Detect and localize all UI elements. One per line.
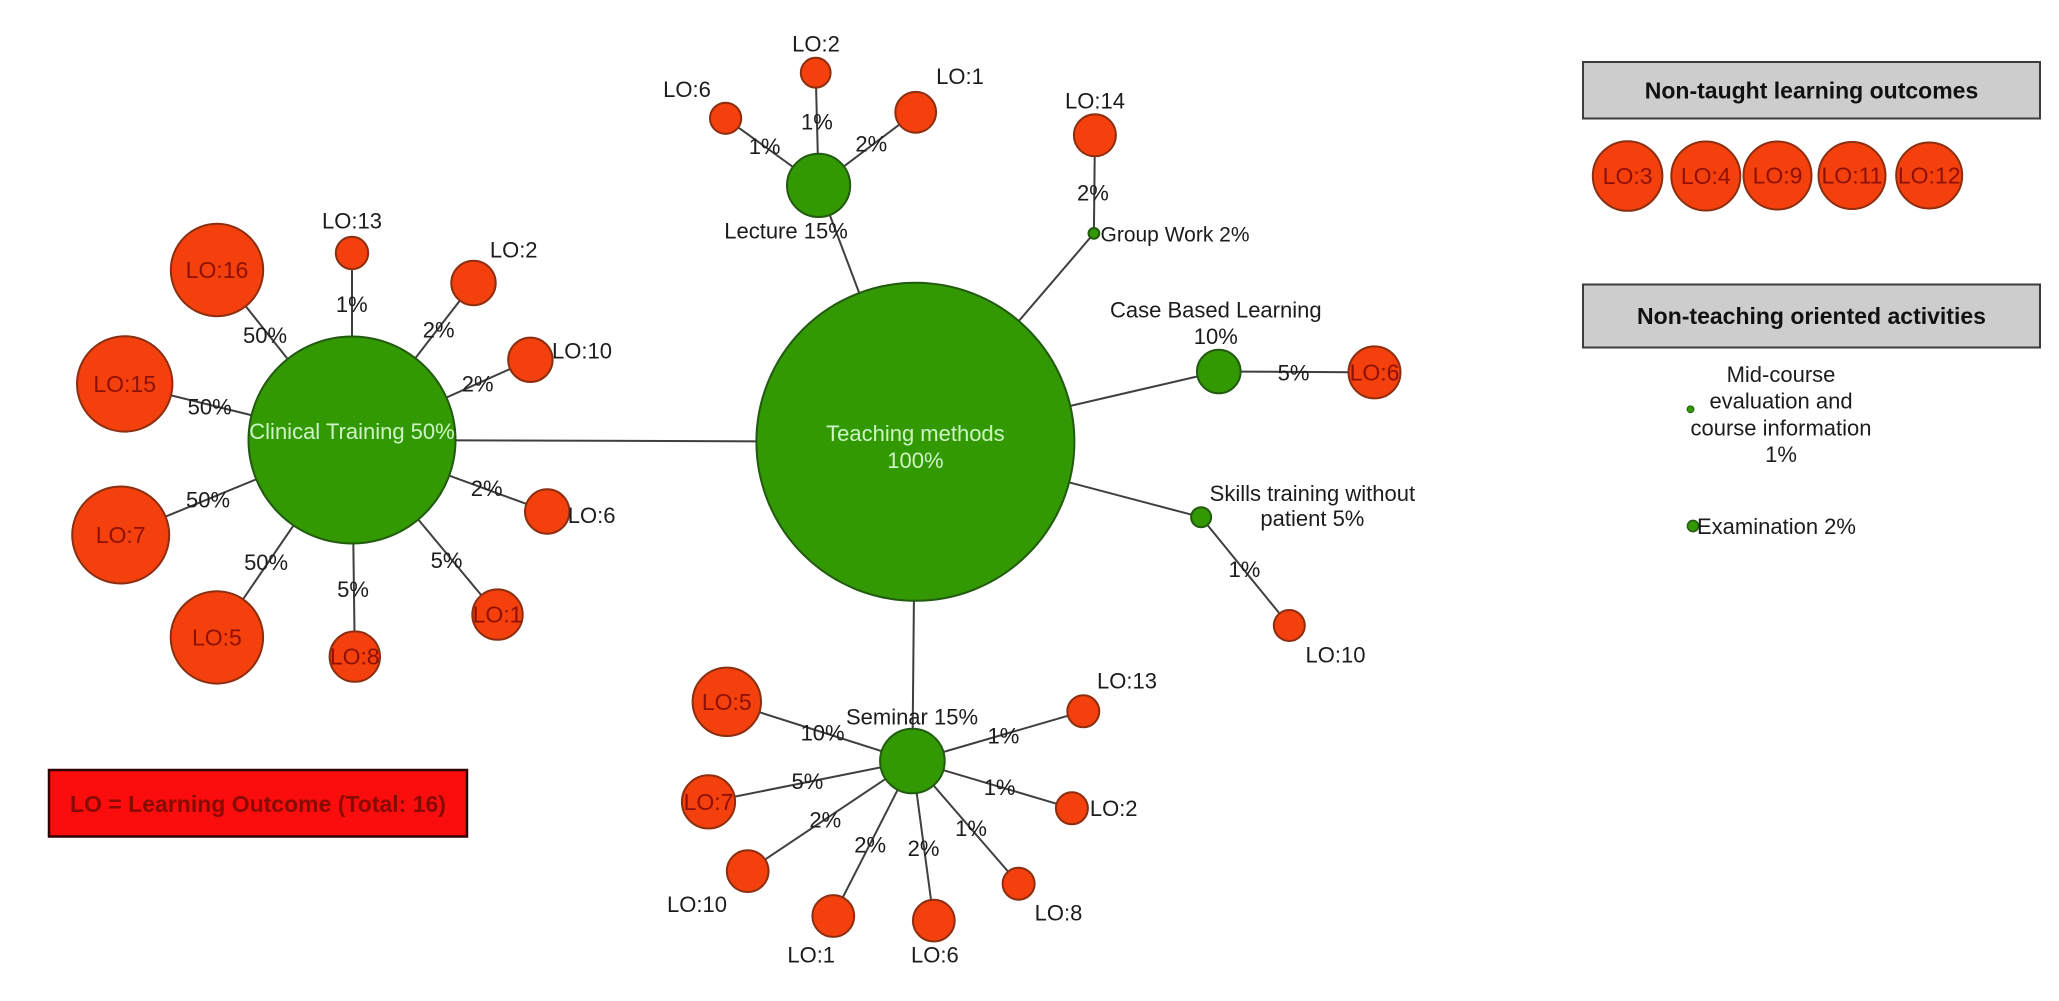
svg-text:100%: 100%	[887, 448, 943, 473]
svg-text:2%: 2%	[854, 833, 886, 858]
svg-text:LO:8: LO:8	[330, 644, 380, 670]
svg-text:1%: 1%	[336, 292, 368, 317]
svg-text:LO:11: LO:11	[1822, 163, 1883, 189]
svg-text:LO:2: LO:2	[792, 32, 840, 57]
svg-text:LO:8: LO:8	[1035, 901, 1083, 926]
svg-text:LO:13: LO:13	[322, 209, 382, 234]
svg-text:5%: 5%	[337, 577, 369, 602]
svg-text:10%: 10%	[801, 721, 845, 746]
svg-text:5%: 5%	[1278, 361, 1310, 386]
svg-text:Non-taught learning outcomes: Non-taught learning outcomes	[1645, 78, 1979, 104]
svg-text:2%: 2%	[462, 371, 494, 396]
svg-text:2%: 2%	[908, 836, 940, 861]
svg-text:LO:4: LO:4	[1681, 163, 1731, 189]
svg-text:LO:10: LO:10	[667, 892, 727, 917]
svg-text:LO:10: LO:10	[552, 338, 612, 363]
svg-text:LO:16: LO:16	[186, 257, 249, 283]
svg-text:LO:13: LO:13	[1097, 668, 1157, 693]
svg-text:1%: 1%	[988, 724, 1020, 749]
svg-text:50%: 50%	[186, 487, 230, 512]
svg-text:2%: 2%	[471, 476, 503, 501]
svg-text:10%: 10%	[1194, 324, 1238, 349]
svg-text:Teaching methods: Teaching methods	[826, 421, 1005, 446]
svg-text:2%: 2%	[809, 807, 841, 832]
svg-text:1%: 1%	[984, 775, 1016, 800]
svg-text:Non-teaching oriented activiti: Non-teaching oriented activities	[1637, 303, 1986, 329]
svg-text:LO:3: LO:3	[1603, 163, 1653, 189]
svg-text:1%: 1%	[1229, 557, 1261, 582]
svg-text:1%: 1%	[801, 109, 833, 134]
svg-text:Clinical Training 50%: Clinical Training 50%	[249, 419, 454, 444]
svg-text:2%: 2%	[1077, 180, 1109, 205]
svg-text:LO:14: LO:14	[1065, 89, 1125, 114]
svg-text:50%: 50%	[243, 323, 287, 348]
svg-text:LO:15: LO:15	[93, 371, 156, 397]
svg-text:LO:7: LO:7	[96, 522, 146, 548]
svg-text:5%: 5%	[431, 548, 463, 573]
svg-text:LO:6: LO:6	[911, 942, 959, 967]
svg-text:evaluation and: evaluation and	[1709, 389, 1852, 414]
svg-text:1%: 1%	[1765, 442, 1797, 467]
svg-text:LO:1: LO:1	[787, 942, 835, 967]
svg-text:Examination 2%: Examination 2%	[1697, 514, 1856, 539]
svg-text:2%: 2%	[855, 132, 887, 157]
svg-text:patient 5%: patient 5%	[1260, 506, 1364, 531]
svg-text:LO:2: LO:2	[1090, 796, 1138, 821]
svg-text:LO:1: LO:1	[473, 602, 523, 628]
svg-text:Seminar 15%: Seminar 15%	[846, 705, 978, 730]
svg-text:Group Work 2%: Group Work 2%	[1101, 223, 1250, 246]
svg-text:LO:6: LO:6	[568, 503, 616, 528]
svg-text:Lecture 15%: Lecture 15%	[724, 219, 848, 244]
svg-text:50%: 50%	[244, 550, 288, 575]
svg-text:LO:10: LO:10	[1306, 642, 1366, 667]
svg-text:LO:9: LO:9	[1753, 163, 1803, 189]
svg-text:1%: 1%	[955, 816, 987, 841]
svg-text:LO:5: LO:5	[192, 624, 242, 650]
svg-text:2%: 2%	[423, 317, 455, 342]
svg-text:LO:2: LO:2	[490, 238, 538, 263]
svg-text:Skills training without: Skills training without	[1210, 481, 1415, 506]
svg-text:50%: 50%	[188, 394, 232, 419]
svg-text:LO:5: LO:5	[702, 689, 752, 715]
svg-text:1%: 1%	[749, 134, 781, 159]
svg-text:LO:6: LO:6	[663, 77, 711, 102]
svg-text:LO = Learning Outcome (Total:: LO = Learning Outcome (Total: 16)	[70, 791, 446, 817]
svg-text:5%: 5%	[792, 769, 824, 794]
svg-text:LO:6: LO:6	[1350, 359, 1400, 385]
svg-text:LO:7: LO:7	[684, 789, 734, 815]
svg-text:LO:1: LO:1	[936, 64, 984, 89]
svg-text:Mid-course: Mid-course	[1727, 362, 1836, 387]
svg-text:course information: course information	[1691, 416, 1872, 441]
svg-text:LO:12: LO:12	[1898, 163, 1961, 189]
svg-text:Case Based Learning: Case Based Learning	[1110, 298, 1322, 323]
